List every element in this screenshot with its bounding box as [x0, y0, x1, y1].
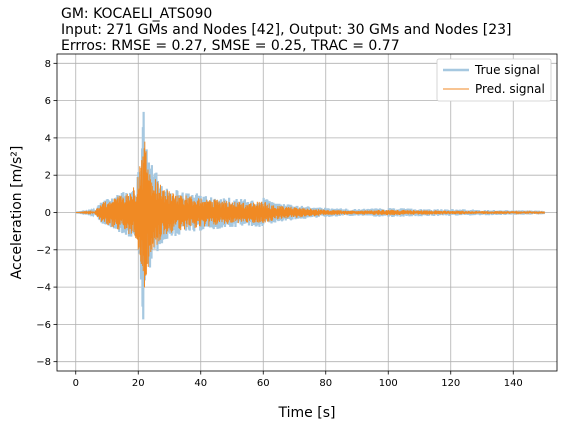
legend-label-true-signal: True signal — [474, 63, 540, 77]
x-tick-label: 20 — [132, 378, 145, 389]
x-axis-ticks: 0 20 40 60 80 100 120 140 — [73, 371, 523, 389]
x-tick-label: 0 — [73, 378, 79, 389]
x-tick-label: 140 — [504, 378, 523, 389]
y-tick-label: 8 — [45, 59, 51, 70]
title-line-io: Input: 271 GMs and Nodes [42], Output: 3… — [61, 22, 512, 38]
x-tick-label: 40 — [194, 378, 207, 389]
y-tick-label: 6 — [45, 96, 51, 107]
y-tick-label: −6 — [36, 320, 51, 331]
series-line-pred-signal — [75, 141, 545, 288]
series-layer — [75, 111, 546, 320]
x-tick-label: 60 — [257, 378, 270, 389]
y-axis-ticks: −8 −6 −4 −2 0 2 4 6 8 — [36, 59, 57, 368]
title-line-errors: Errros: RMSE = 0.27, SMSE = 0.25, TRAC =… — [61, 38, 400, 54]
x-axis-label: Time [s] — [278, 405, 336, 421]
x-tick-label: 120 — [441, 378, 460, 389]
x-tick-label: 100 — [379, 378, 398, 389]
title-line-gm: GM: KOCAELI_ATS090 — [61, 6, 213, 22]
legend-label-pred-signal: Pred. signal — [475, 82, 545, 96]
y-tick-label: 0 — [45, 208, 51, 219]
y-tick-label: −4 — [36, 283, 51, 294]
y-tick-label: −2 — [36, 245, 51, 256]
y-tick-label: 2 — [45, 171, 51, 182]
y-axis-label: Acceleration [m/s²] — [9, 146, 25, 280]
y-tick-label: 4 — [45, 133, 51, 144]
y-tick-label: −8 — [36, 357, 51, 368]
chart-title: GM: KOCAELI_ATS090 Input: 271 GMs and No… — [61, 6, 512, 54]
legend: True signal Pred. signal — [436, 58, 552, 102]
x-tick-label: 80 — [319, 378, 332, 389]
